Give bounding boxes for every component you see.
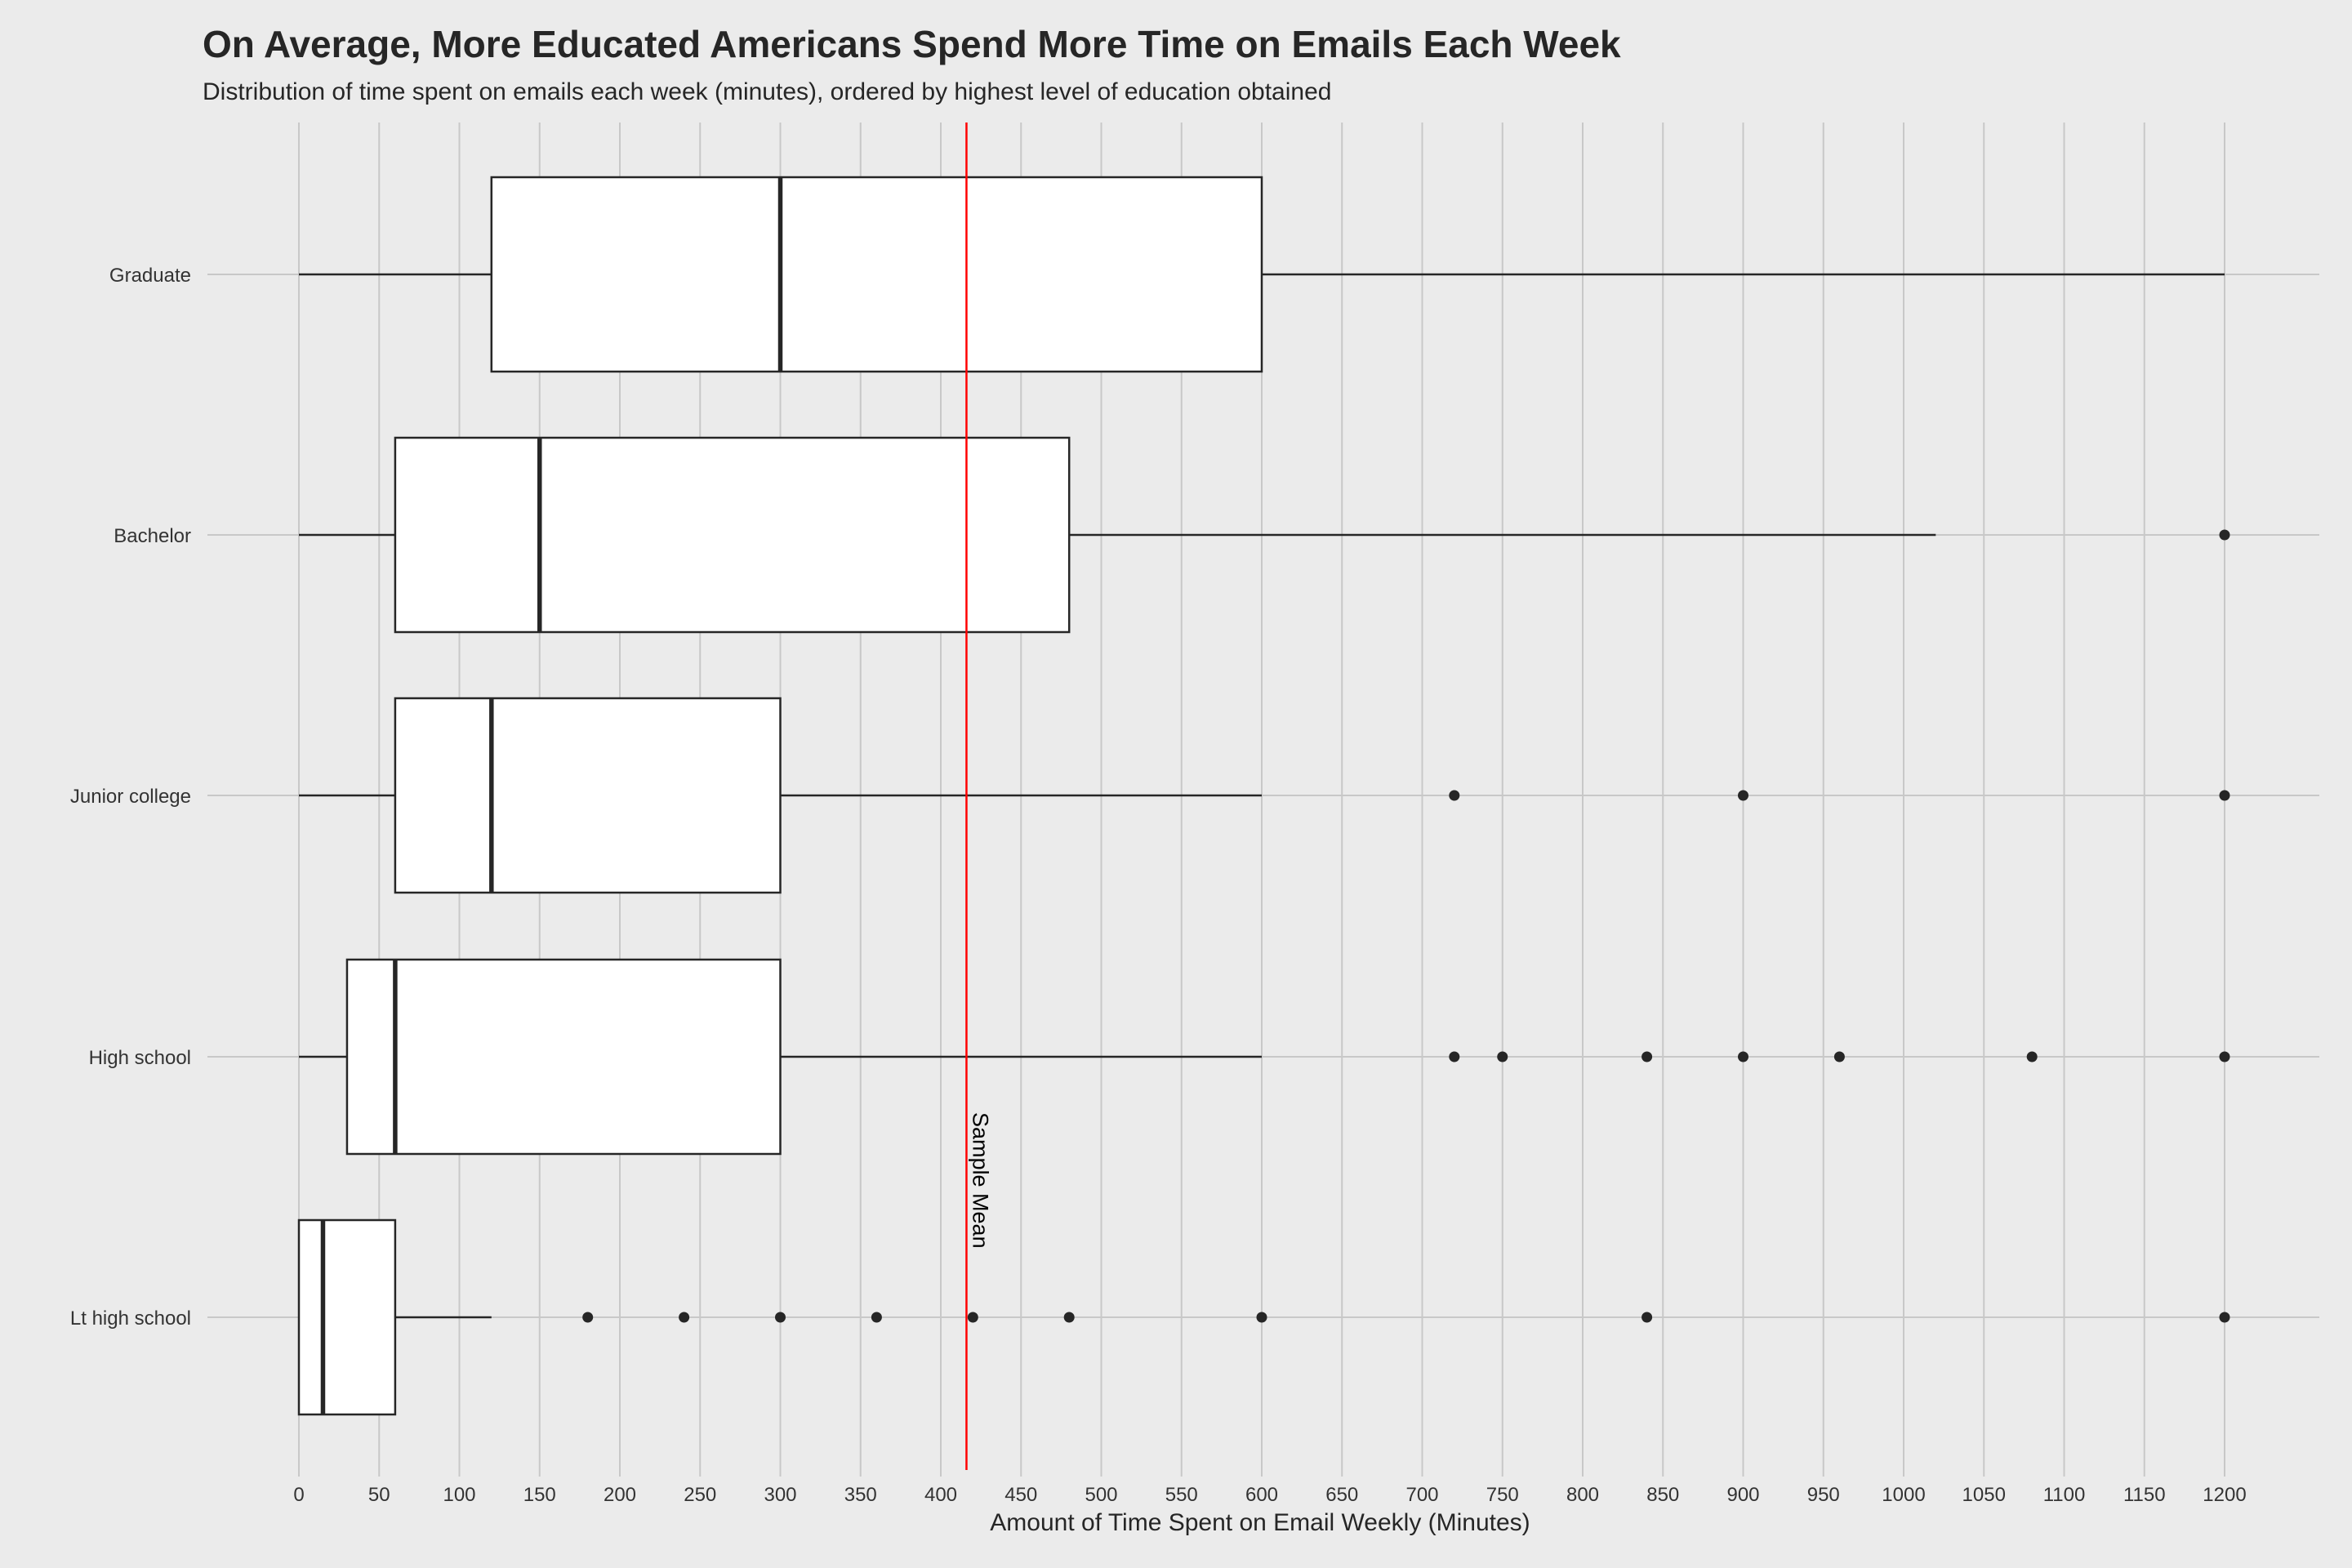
outlier-point [775,1312,786,1323]
outlier-point [2026,1051,2038,1062]
y-tick-label: Bachelor [114,525,191,547]
x-tick-label: 50 [368,1484,390,1506]
outlier-point [2219,1051,2230,1062]
box-bachelor [299,436,2230,634]
chart-subtitle: Distribution of time spent on emails eac… [203,78,1331,105]
x-tick-label: 700 [1405,1484,1438,1506]
x-tick-label: 1000 [1882,1484,1925,1506]
outlier-point [1738,790,1748,801]
x-tick-label: 300 [764,1484,796,1506]
x-axis-title: Amount of Time Spent on Email Weekly (Mi… [990,1509,1530,1536]
outlier-point [1497,1051,1508,1062]
x-tick-label: 500 [1085,1484,1117,1506]
x-tick-label: 950 [1807,1484,1840,1506]
x-tick-label: 0 [293,1484,304,1506]
iqr-box [297,1218,397,1416]
reference-layer: Sample Mean [965,122,992,1470]
y-tick-label: High school [89,1047,191,1069]
outlier-point [2219,1312,2230,1323]
box-high-school [299,958,2230,1156]
x-tick-label: 800 [1566,1484,1599,1506]
outlier-point [1449,790,1460,801]
box-lt-high-school [297,1218,2230,1416]
x-tick-label: 350 [844,1484,877,1506]
x-tick-label: 100 [443,1484,475,1506]
x-tick-label: 1200 [2203,1484,2246,1506]
outlier-point [1063,1312,1075,1323]
x-tick-label: 150 [523,1484,556,1506]
x-tick-label: 550 [1165,1484,1198,1506]
iqr-box [345,958,782,1156]
x-tick-label: 1150 [2123,1484,2166,1506]
box-junior-college [299,697,2230,894]
x-tick-label: 850 [1646,1484,1679,1506]
outlier-point [1833,1051,1845,1062]
x-tick-label: 750 [1486,1484,1519,1506]
x-tick-label: 600 [1245,1484,1278,1506]
tick-layer: 0 50 100 150 200 250 300 350 400 450 500 550 600 650 7… [70,265,2247,1506]
x-tick-label: 1050 [1962,1484,2006,1506]
outlier-point [1642,1051,1653,1062]
outlier-point [1449,1051,1460,1062]
iqr-box [394,697,782,894]
outlier-point [967,1312,978,1323]
y-tick-label: Graduate [109,265,191,287]
box-layer [297,176,2230,1416]
outlier-point [2219,529,2230,541]
sample-mean-label: Sample Mean [968,1112,992,1249]
chart-title: On Average, More Educated Americans Spen… [203,23,1621,65]
y-tick-label: Lt high school [70,1307,191,1330]
outlier-point [1642,1312,1653,1323]
x-tick-label: 250 [684,1484,716,1506]
outlier-point [679,1312,690,1323]
x-tick-label: 900 [1726,1484,1759,1506]
outlier-point [2219,790,2230,801]
x-tick-label: 450 [1004,1484,1037,1506]
x-tick-label: 400 [924,1484,957,1506]
box-graduate [299,176,2225,373]
outlier-point [1256,1312,1267,1323]
x-tick-label: 200 [604,1484,636,1506]
y-tick-label: Junior college [70,786,191,808]
iqr-box [394,436,1071,634]
iqr-box [490,176,1263,373]
outlier-point [582,1312,594,1323]
x-tick-label: 1100 [2043,1484,2086,1506]
outlier-point [871,1312,882,1323]
x-tick-label: 650 [1325,1484,1358,1506]
outlier-point [1738,1051,1748,1062]
